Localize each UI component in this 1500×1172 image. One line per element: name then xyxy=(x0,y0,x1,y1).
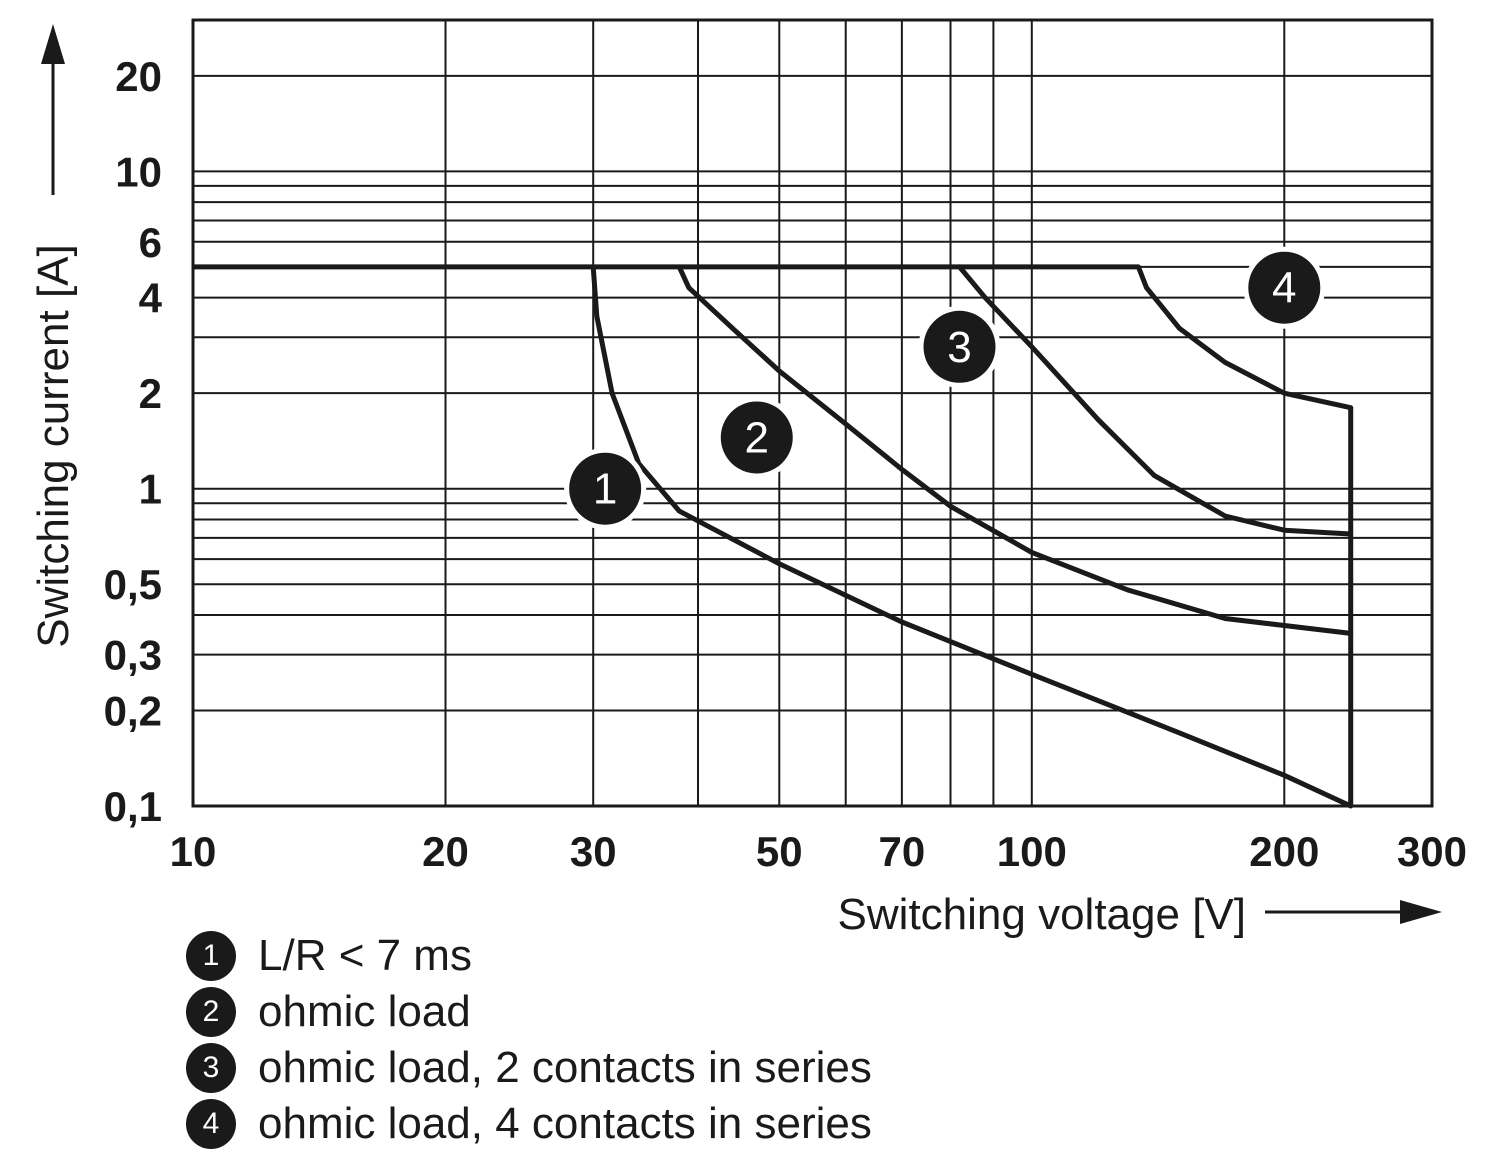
marker-label: 2 xyxy=(745,413,769,462)
series-line-2 xyxy=(676,264,1354,636)
x-tick-label: 10 xyxy=(170,828,217,875)
number-1-icon xyxy=(569,452,642,525)
y-tick-label: 0,2 xyxy=(104,687,162,734)
number-2-icon: 2 xyxy=(186,987,236,1037)
legend-label: L/R < 7 ms xyxy=(258,931,472,980)
y-tick-label: 2 xyxy=(139,370,162,417)
y-tick-label: 6 xyxy=(139,219,162,266)
x-tick-label: 100 xyxy=(997,828,1067,875)
series-group xyxy=(193,264,1354,809)
x-axis-title: Switching voltage [V] xyxy=(838,890,1246,939)
number-3-icon: 3 xyxy=(186,1043,236,1093)
marker-group: 1 2 3 4 xyxy=(564,246,1326,530)
legend-label: ohmic load, 2 contacts in series xyxy=(258,1043,872,1092)
y-tick-label: 10 xyxy=(115,148,162,195)
x-tick-label: 20 xyxy=(422,828,469,875)
y-axis-title-group: Switching current [A] xyxy=(29,24,78,648)
x-axis-arrow-icon xyxy=(1400,900,1442,924)
plot-frame xyxy=(191,18,1434,808)
legend-item-4: 4 ohmic load, 4 contacts in series xyxy=(186,1096,872,1152)
series-line-3 xyxy=(957,264,1354,537)
y-tick-label: 20 xyxy=(115,53,162,100)
x-tick-label: 30 xyxy=(570,828,617,875)
y-tick-label: 4 xyxy=(139,275,163,322)
marker-label: 1 xyxy=(593,465,617,514)
y-tick-label: 0,5 xyxy=(104,561,162,608)
legend-label: ohmic load xyxy=(258,987,471,1036)
number-3-icon xyxy=(923,310,996,383)
y-tick-label: 0,1 xyxy=(104,783,162,830)
marker-label: 4 xyxy=(1272,264,1296,313)
series-line-4 xyxy=(1135,264,1354,411)
x-tick-label: 200 xyxy=(1249,828,1319,875)
y-tick-label: 0,3 xyxy=(104,632,162,679)
series-line-1 xyxy=(590,264,1354,809)
legend: 1 L/R < 7 ms 2 ohmic load 3 ohmic load, … xyxy=(186,928,872,1152)
x-tick-labels: 10 20 30 50 70 100 200 300 xyxy=(170,828,1467,875)
number-4-icon xyxy=(1248,251,1321,324)
y-axis-title: Switching current [A] xyxy=(29,244,78,648)
y-axis-arrow-icon xyxy=(41,24,65,64)
number-2-icon xyxy=(720,401,793,474)
legend-item-1: 1 L/R < 7 ms xyxy=(186,928,872,984)
number-1-icon: 1 xyxy=(186,931,236,981)
y-tick-label: 1 xyxy=(139,466,162,513)
x-tick-label: 300 xyxy=(1397,828,1467,875)
number-4-icon: 4 xyxy=(186,1099,236,1149)
marker-label: 3 xyxy=(947,323,971,372)
y-tick-labels: 0,1 0,2 0,3 0,5 1 2 4 6 10 20 xyxy=(104,53,163,830)
x-axis-title-group: Switching voltage [V] xyxy=(838,890,1442,939)
x-tick-label: 70 xyxy=(879,828,926,875)
legend-label: ohmic load, 4 contacts in series xyxy=(258,1099,872,1148)
legend-item-3: 3 ohmic load, 2 contacts in series xyxy=(186,1040,872,1096)
x-tick-label: 50 xyxy=(756,828,803,875)
legend-item-2: 2 ohmic load xyxy=(186,984,872,1040)
grid xyxy=(192,19,1433,807)
